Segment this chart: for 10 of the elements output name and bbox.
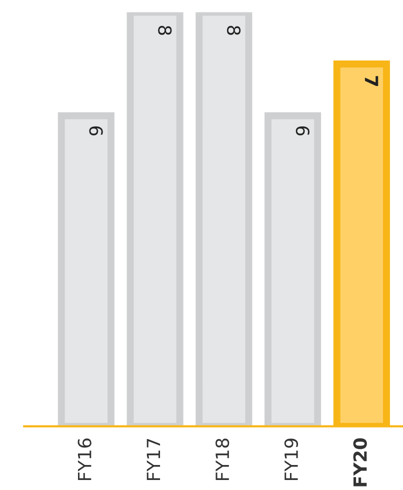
x-tick-label: FY16 xyxy=(78,438,92,480)
data-label: 6 xyxy=(296,126,310,136)
data-label: 6 xyxy=(89,126,103,136)
x-tick-label: FY17 xyxy=(146,438,160,480)
x-tick-label: FY20 xyxy=(353,438,367,486)
x-tick-label: FY18 xyxy=(216,438,230,480)
data-label: 8 xyxy=(158,26,172,35)
data-label: 8 xyxy=(226,26,241,35)
x-tick-label: FY19 xyxy=(284,438,298,480)
data-label: 7 xyxy=(364,76,378,86)
